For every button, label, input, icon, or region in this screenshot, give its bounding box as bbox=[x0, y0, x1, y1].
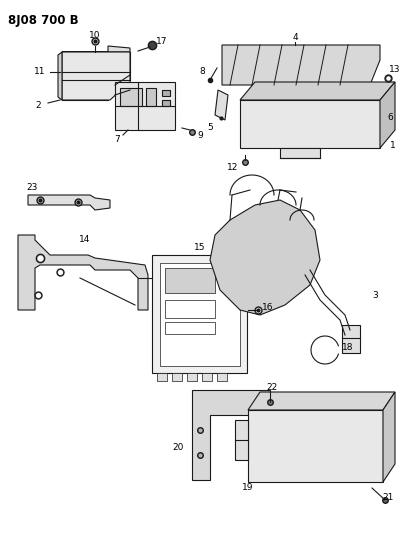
Bar bbox=[165, 322, 215, 334]
Text: 20: 20 bbox=[173, 443, 184, 453]
Polygon shape bbox=[28, 195, 110, 210]
Polygon shape bbox=[248, 392, 395, 410]
Polygon shape bbox=[215, 90, 228, 120]
Text: 7: 7 bbox=[114, 135, 120, 144]
Text: 16: 16 bbox=[262, 303, 274, 312]
Text: 8J08 700 B: 8J08 700 B bbox=[8, 14, 79, 27]
Text: 3: 3 bbox=[372, 290, 378, 300]
Bar bbox=[165, 268, 215, 293]
Polygon shape bbox=[222, 45, 380, 85]
Polygon shape bbox=[192, 390, 270, 480]
Bar bbox=[217, 373, 227, 381]
Bar bbox=[162, 90, 170, 96]
Polygon shape bbox=[280, 148, 320, 158]
Text: 21: 21 bbox=[382, 494, 393, 503]
Text: 8: 8 bbox=[199, 68, 205, 77]
Text: 5: 5 bbox=[207, 124, 213, 133]
Text: 22: 22 bbox=[266, 384, 278, 392]
Polygon shape bbox=[18, 235, 148, 310]
Polygon shape bbox=[58, 52, 62, 100]
Text: 15: 15 bbox=[194, 244, 206, 253]
Text: 2: 2 bbox=[35, 101, 41, 109]
Text: 11: 11 bbox=[34, 68, 46, 77]
Polygon shape bbox=[380, 82, 395, 148]
Polygon shape bbox=[248, 410, 383, 482]
Text: 6: 6 bbox=[387, 114, 393, 123]
Text: 19: 19 bbox=[242, 483, 254, 492]
Text: 12: 12 bbox=[227, 164, 239, 173]
Polygon shape bbox=[62, 52, 130, 100]
Bar bbox=[342, 325, 360, 353]
Text: 17: 17 bbox=[156, 37, 168, 46]
Text: 14: 14 bbox=[79, 236, 90, 245]
Polygon shape bbox=[240, 82, 395, 100]
Text: 23: 23 bbox=[26, 183, 38, 192]
Polygon shape bbox=[115, 82, 175, 130]
Polygon shape bbox=[240, 100, 380, 148]
Bar bbox=[235, 420, 248, 460]
Text: 13: 13 bbox=[389, 66, 401, 75]
Bar bbox=[202, 373, 212, 381]
Polygon shape bbox=[62, 46, 130, 52]
Text: 4: 4 bbox=[292, 34, 298, 43]
Text: 10: 10 bbox=[89, 30, 101, 39]
Text: 18: 18 bbox=[342, 343, 354, 352]
Polygon shape bbox=[383, 392, 395, 482]
Bar bbox=[172, 373, 182, 381]
Polygon shape bbox=[210, 200, 320, 315]
Bar bbox=[165, 300, 215, 318]
Bar bbox=[146, 88, 156, 106]
Bar bbox=[152, 255, 247, 373]
Polygon shape bbox=[62, 52, 130, 100]
Bar bbox=[162, 100, 170, 106]
Bar bbox=[160, 263, 240, 366]
Text: 9: 9 bbox=[197, 131, 203, 140]
Bar bbox=[187, 373, 197, 381]
Bar bbox=[157, 373, 167, 381]
Text: 1: 1 bbox=[390, 141, 396, 149]
Bar bbox=[120, 88, 142, 106]
